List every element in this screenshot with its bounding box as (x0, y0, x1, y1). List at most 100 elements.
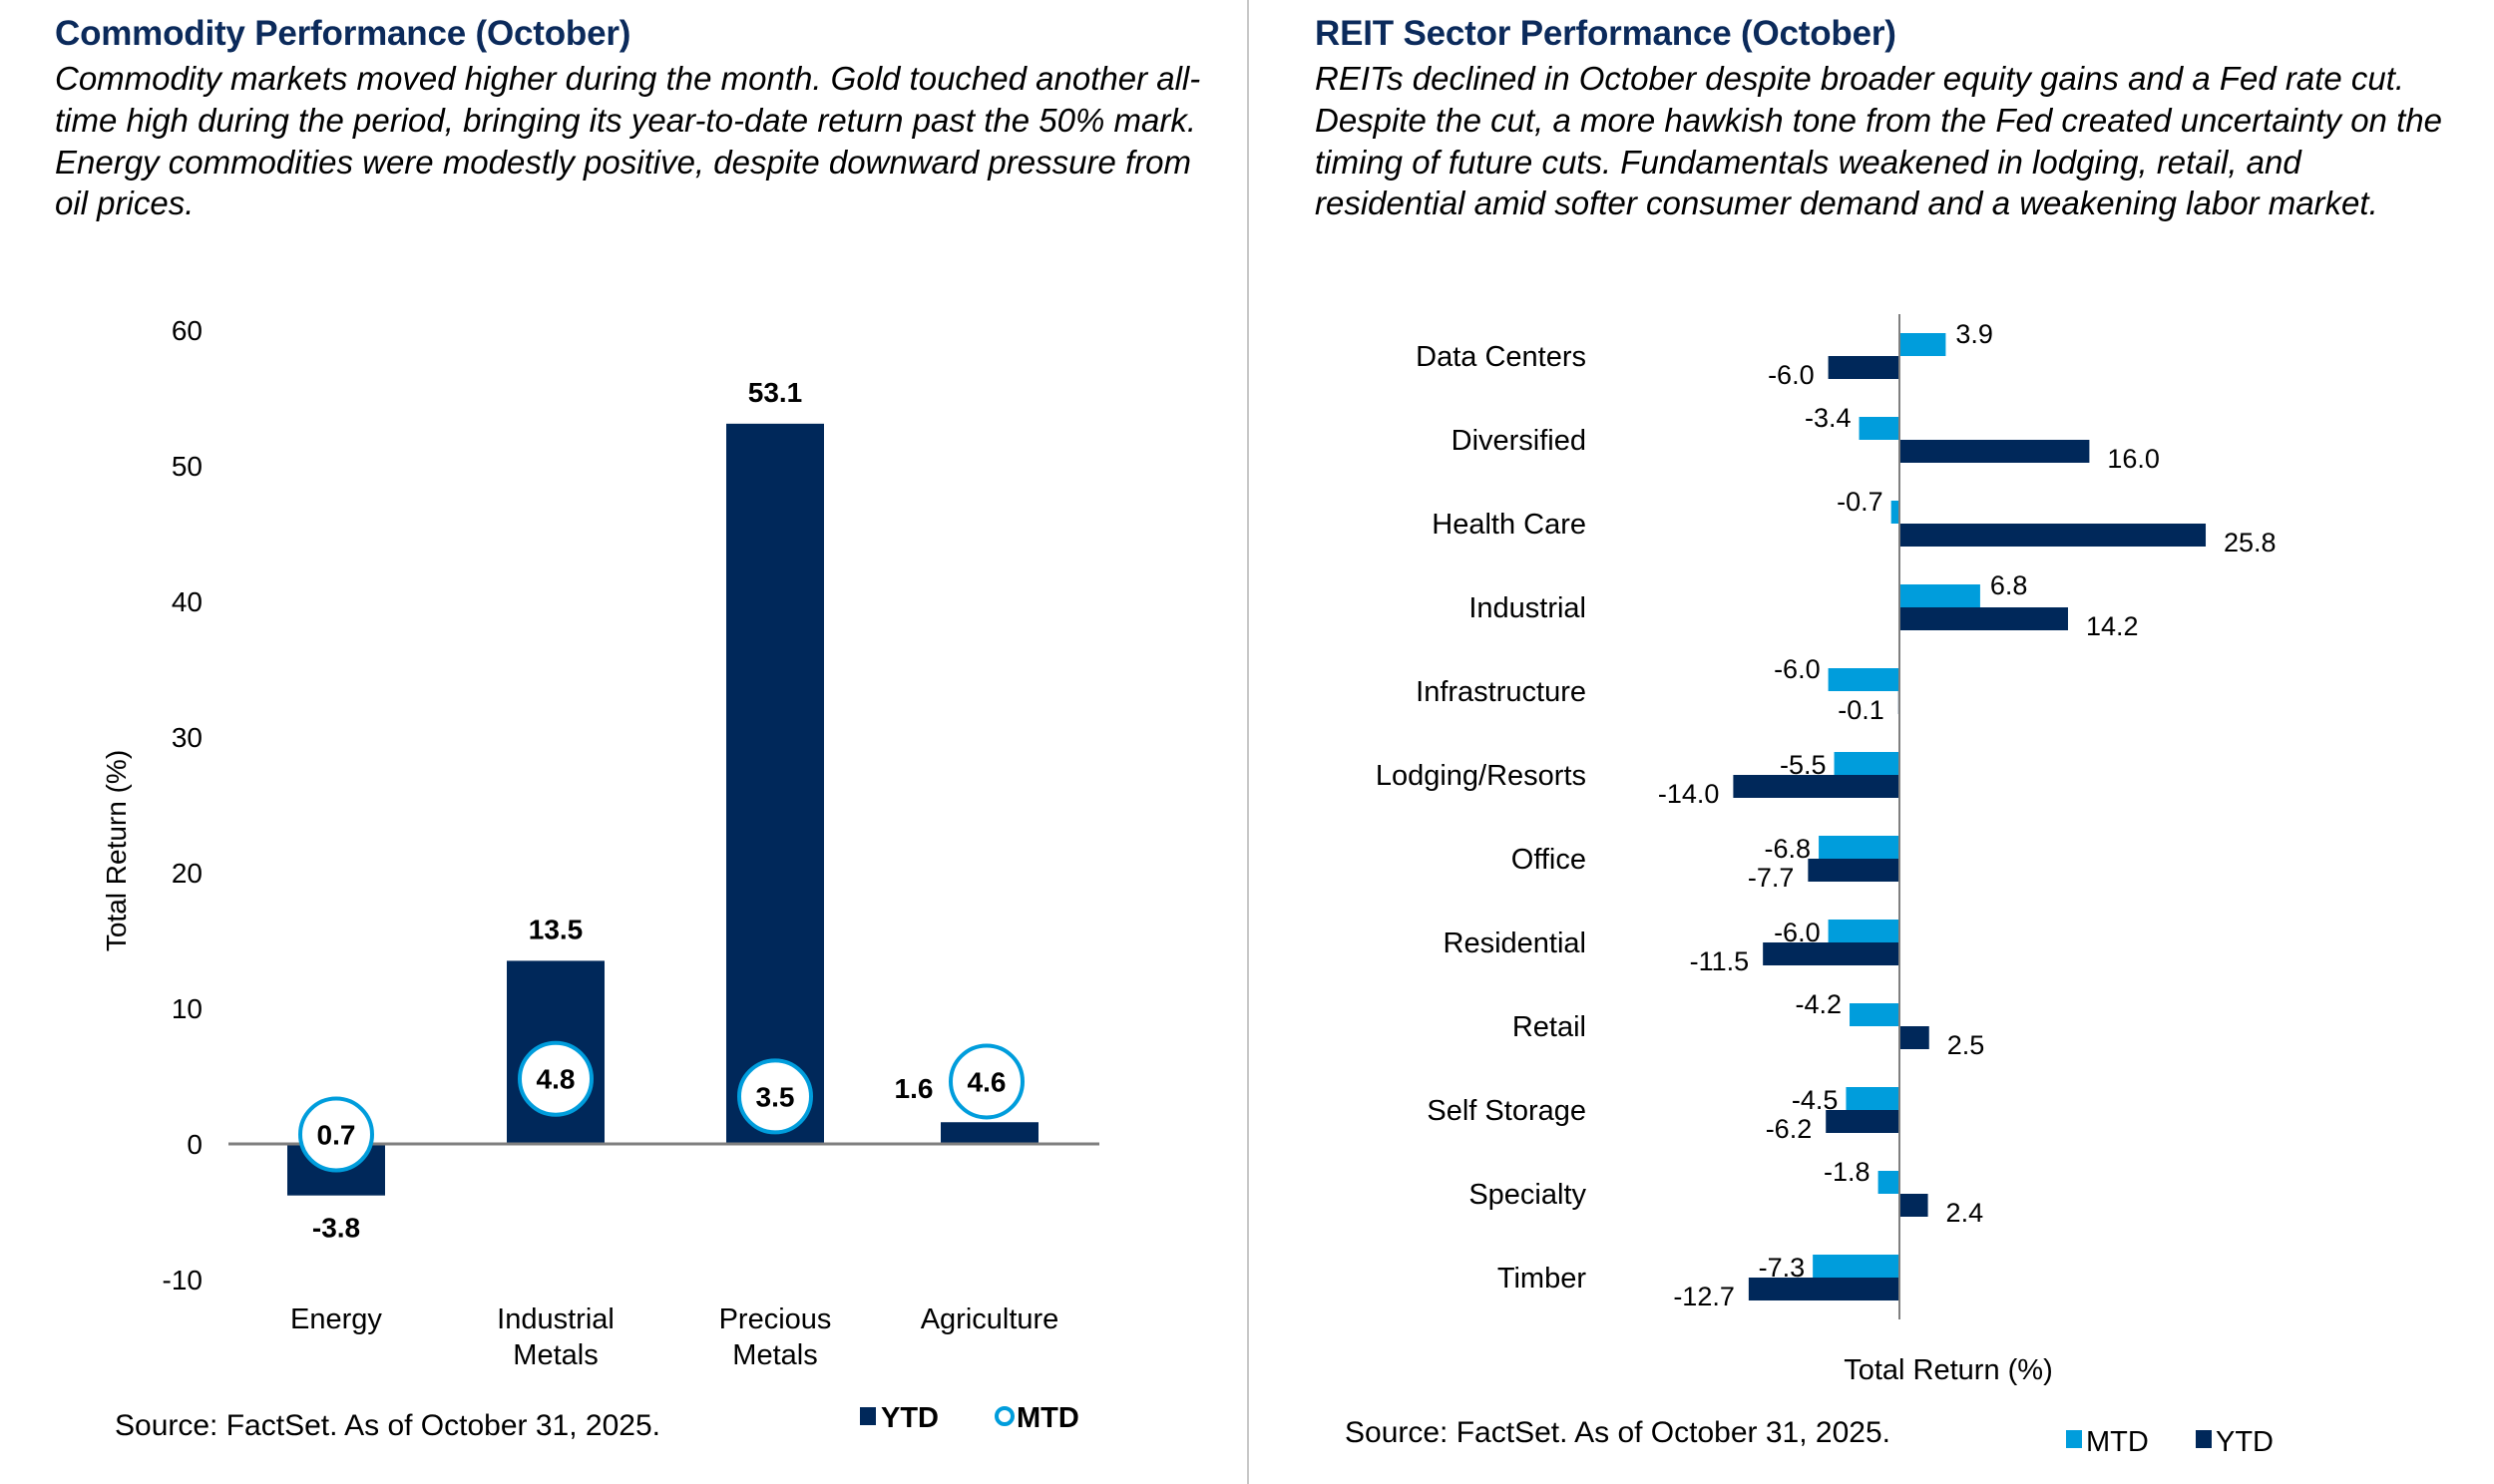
ytd-bar-1 (1899, 440, 2090, 463)
category-label: Data Centers (1416, 341, 1586, 373)
ytd-data-label: -7.7 (1748, 863, 1795, 893)
mtd-bar-6 (1819, 836, 1899, 859)
ytd-bar-8 (1899, 1026, 1929, 1049)
y-tick-label: 30 (172, 722, 203, 753)
reit-description: REITs declined in October despite broade… (1315, 60, 2442, 222)
mtd-bar-10 (1877, 1171, 1899, 1194)
x-category-label: Metals (513, 1339, 598, 1371)
mtd-data-label: 3.5 (756, 1081, 795, 1112)
mtd-circle-marker-3 (949, 1043, 1025, 1120)
mtd-data-label: -0.7 (1837, 487, 1883, 517)
category-label: Residential (1444, 928, 1586, 959)
mtd-data-label: -6.0 (1774, 654, 1821, 684)
ytd-bar-0 (1828, 356, 1899, 379)
category-label: Infrastructure (1416, 676, 1586, 708)
mtd-data-label: 3.9 (1955, 319, 1993, 349)
reit-panel: REIT Sector Performance (October) REITs … (1250, 0, 2494, 1484)
x-axis-title: Total Return (%) (1844, 1354, 2053, 1386)
commodity-panel: Commodity Performance (October) Commodit… (55, 14, 1201, 1442)
legend-mtd-symbol (995, 1406, 1015, 1426)
legend-mtd-swatch (2066, 1430, 2082, 1448)
x-category-label: Energy (290, 1303, 382, 1335)
ytd-data-label: 25.8 (2224, 528, 2277, 557)
category-label: Diversified (1452, 425, 1586, 457)
category-label: Timber (1497, 1263, 1586, 1295)
mtd-bar-3 (1899, 584, 1980, 607)
mtd-data-label: -4.5 (1792, 1085, 1839, 1115)
mtd-data-label: 0.7 (317, 1119, 356, 1150)
mtd-data-label: -6.8 (1765, 834, 1812, 864)
ytd-bar-3 (1899, 607, 2068, 630)
ytd-bar-5 (1733, 775, 1899, 798)
legend-ytd-swatch (2196, 1430, 2212, 1448)
mtd-circle-marker-0 (298, 1096, 374, 1173)
category-label: Retail (1512, 1011, 1586, 1043)
ytd-data-label: -11.5 (1690, 946, 1750, 976)
ytd-data-label: 13.5 (529, 914, 584, 944)
legend-mtd-label: MTD (1017, 1402, 1079, 1434)
ytd-bar-3 (941, 1122, 1039, 1144)
x-category-label: Precious (719, 1303, 832, 1335)
category-label: Specialty (1468, 1179, 1586, 1211)
commodity-source: Source: FactSet. As of October 31, 2025. (115, 1409, 660, 1442)
ytd-data-label: 14.2 (2086, 611, 2139, 641)
mtd-bar-4 (1828, 668, 1899, 691)
mtd-bar-1 (1859, 417, 1899, 440)
mtd-data-label: -3.4 (1805, 403, 1852, 433)
mtd-bar-8 (1850, 1003, 1899, 1026)
category-label: Office (1511, 844, 1586, 876)
mtd-data-label: -5.5 (1780, 750, 1827, 780)
ytd-data-label: 2.4 (1946, 1198, 1984, 1228)
ytd-bar-6 (1808, 859, 1899, 882)
y-axis-title: Total Return (%) (101, 750, 132, 951)
ytd-data-label: -14.0 (1658, 779, 1720, 809)
mtd-bar-2 (1890, 501, 1899, 524)
x-category-label: Metals (732, 1339, 817, 1371)
ytd-data-label: -6.2 (1766, 1114, 1813, 1144)
mtd-bar-9 (1846, 1087, 1899, 1110)
y-tick-label: -10 (163, 1265, 203, 1296)
mtd-circle-marker-2 (737, 1058, 813, 1135)
mtd-data-label: 4.8 (537, 1064, 576, 1095)
mtd-bar-0 (1899, 333, 1946, 356)
y-tick-label: 50 (172, 451, 203, 482)
legend-mtd-label: MTD (2086, 1426, 2149, 1458)
y-tick-label: 20 (172, 858, 203, 889)
y-tick-label: 0 (187, 1129, 203, 1160)
ytd-bar-2 (726, 423, 824, 1145)
ytd-bar-10 (1899, 1194, 1928, 1217)
y-tick-label: 60 (172, 315, 203, 346)
y-tick-label: 40 (172, 586, 203, 617)
mtd-bar-5 (1834, 752, 1899, 775)
ytd-bar-11 (1748, 1278, 1899, 1300)
mtd-bar-7 (1828, 920, 1899, 942)
ytd-data-label: 16.0 (2107, 444, 2160, 474)
panel-divider (1247, 0, 1249, 1484)
category-label: Self Storage (1427, 1095, 1586, 1127)
ytd-data-label: -3.8 (312, 1213, 360, 1244)
mtd-data-label: -1.8 (1824, 1157, 1870, 1187)
category-label: Health Care (1432, 509, 1586, 541)
ytd-data-label: 2.5 (1947, 1030, 1985, 1060)
commodity-description: Commodity markets moved higher during th… (55, 60, 1201, 222)
ytd-bar-7 (1763, 942, 1899, 965)
mtd-data-label: -7.3 (1759, 1253, 1806, 1283)
reit-title: REIT Sector Performance (October) (1315, 14, 1896, 53)
category-label: Industrial (1468, 592, 1586, 624)
ytd-bar-9 (1826, 1110, 1899, 1133)
mtd-bar-11 (1813, 1255, 1899, 1278)
legend-ytd-label: YTD (881, 1402, 939, 1434)
mtd-circle-marker-1 (518, 1040, 594, 1117)
mtd-data-label: -6.0 (1774, 918, 1821, 947)
ytd-data-label: -12.7 (1673, 1282, 1735, 1311)
category-label: Lodging/Resorts (1376, 760, 1586, 792)
ytd-data-label: 1.6 (895, 1073, 934, 1104)
ytd-data-label: 53.1 (748, 377, 803, 408)
legend-ytd-label: YTD (2216, 1426, 2274, 1458)
reit-source: Source: FactSet. As of October 31, 2025. (1345, 1416, 1890, 1449)
x-category-label: Industrial (497, 1303, 615, 1335)
mtd-data-label: -4.2 (1795, 989, 1842, 1019)
legend-ytd-swatch (860, 1407, 876, 1425)
